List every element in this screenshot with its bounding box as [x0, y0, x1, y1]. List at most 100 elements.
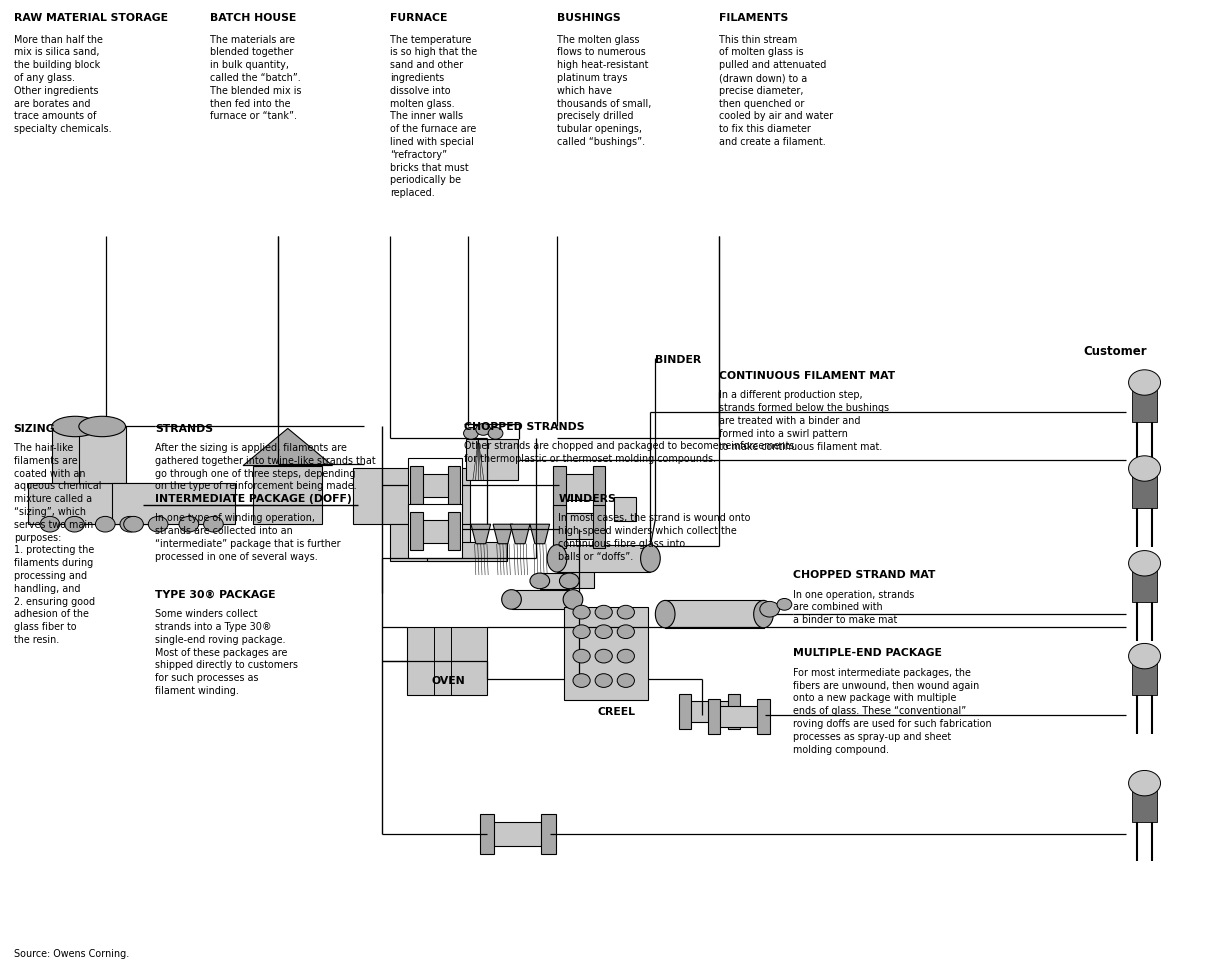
- Bar: [540, 573, 569, 589]
- Circle shape: [573, 606, 590, 619]
- Circle shape: [476, 423, 490, 435]
- Bar: [541, 814, 556, 854]
- Bar: [408, 504, 462, 559]
- Bar: [1132, 387, 1157, 421]
- Circle shape: [1129, 770, 1161, 796]
- Text: RAW MATERIAL STORAGE: RAW MATERIAL STORAGE: [14, 13, 168, 24]
- Text: The molten glass
flows to numerous
high heat-resistant
platinum trays
which have: The molten glass flows to numerous high …: [557, 34, 652, 147]
- Circle shape: [595, 625, 612, 639]
- Text: In one type of winding operation,
strands are collected into an
“intermediate” p: In one type of winding operation, strand…: [155, 514, 341, 562]
- Bar: [112, 483, 235, 524]
- Text: BINDER: BINDER: [655, 355, 701, 366]
- Bar: [479, 814, 494, 854]
- Text: BUSHINGS: BUSHINGS: [557, 13, 621, 24]
- Ellipse shape: [547, 545, 567, 572]
- Bar: [254, 466, 323, 524]
- Circle shape: [573, 673, 590, 687]
- Text: CHOPPED STRAND MAT: CHOPPED STRAND MAT: [793, 570, 935, 580]
- Circle shape: [595, 650, 612, 662]
- Circle shape: [120, 516, 139, 532]
- Bar: [553, 505, 565, 548]
- Bar: [758, 699, 770, 734]
- Circle shape: [595, 673, 612, 687]
- Text: STRANDS: STRANDS: [155, 423, 213, 433]
- Polygon shape: [243, 428, 333, 466]
- Bar: [679, 694, 691, 729]
- Bar: [685, 702, 734, 722]
- Bar: [614, 497, 636, 521]
- Bar: [593, 505, 605, 548]
- Ellipse shape: [655, 601, 675, 628]
- Text: WINDERS: WINDERS: [558, 494, 616, 504]
- Text: CONTINUOUS FILAMENT MAT: CONTINUOUS FILAMENT MAT: [719, 370, 896, 381]
- Bar: [1132, 662, 1157, 695]
- Ellipse shape: [563, 590, 583, 610]
- Circle shape: [123, 516, 143, 532]
- Text: The materials are
blended together
in bulk quantity,
called the “batch”.
The ble: The materials are blended together in bu…: [211, 34, 302, 122]
- Circle shape: [95, 516, 115, 532]
- Ellipse shape: [641, 545, 660, 572]
- Circle shape: [488, 427, 503, 439]
- Bar: [487, 822, 548, 846]
- Text: In most cases, the strand is wound onto
high-speed winders which collect the
con: In most cases, the strand is wound onto …: [558, 514, 750, 562]
- Text: BATCH HOUSE: BATCH HOUSE: [211, 13, 297, 24]
- Circle shape: [1129, 551, 1161, 576]
- Polygon shape: [493, 524, 513, 544]
- Text: OVEN: OVEN: [431, 675, 466, 686]
- Circle shape: [777, 599, 792, 611]
- Circle shape: [595, 606, 612, 619]
- Circle shape: [1129, 456, 1161, 481]
- Bar: [448, 466, 461, 505]
- Bar: [559, 514, 599, 539]
- Bar: [466, 439, 517, 480]
- Text: The temperature
is so high that the
sand and other
ingredients
dissolve into
mol: The temperature is so high that the sand…: [389, 34, 477, 198]
- Bar: [410, 466, 423, 505]
- Text: TYPE 30® PACKAGE: TYPE 30® PACKAGE: [155, 590, 276, 600]
- Text: In one operation, strands
are combined with
a binder to make mat: In one operation, strands are combined w…: [793, 590, 914, 625]
- Bar: [1132, 568, 1157, 603]
- Bar: [553, 466, 565, 509]
- Text: Customer: Customer: [1083, 345, 1147, 359]
- Bar: [448, 512, 461, 550]
- Text: INTERMEDIATE PACKAGE (DOFF): INTERMEDIATE PACKAGE (DOFF): [155, 494, 352, 504]
- Bar: [715, 707, 764, 727]
- Ellipse shape: [52, 416, 99, 437]
- Text: More than half the
mix is silica sand,
the building block
of any glass.
Other in: More than half the mix is silica sand, t…: [14, 34, 111, 134]
- Circle shape: [203, 516, 223, 532]
- Bar: [511, 590, 573, 610]
- Bar: [352, 467, 469, 524]
- Circle shape: [1129, 644, 1161, 668]
- Bar: [389, 524, 469, 562]
- Ellipse shape: [754, 601, 774, 628]
- Circle shape: [617, 606, 634, 619]
- Text: The hair-like
filaments are
coated with an
aqueous chemical
mixture called a
“si: The hair-like filaments are coated with …: [14, 443, 101, 645]
- Bar: [416, 519, 455, 543]
- Text: SIZING: SIZING: [14, 423, 55, 433]
- Bar: [557, 545, 650, 572]
- Bar: [407, 627, 487, 695]
- Ellipse shape: [79, 416, 126, 437]
- Circle shape: [760, 602, 780, 617]
- Text: Source: Owens Corning.: Source: Owens Corning.: [14, 950, 129, 959]
- Bar: [572, 570, 594, 588]
- Circle shape: [573, 625, 590, 639]
- Text: CHOPPED STRANDS: CHOPPED STRANDS: [463, 421, 584, 431]
- Bar: [1132, 473, 1157, 508]
- Bar: [708, 699, 721, 734]
- Circle shape: [148, 516, 168, 532]
- Text: Other strands are chopped and packaged to become reinforcements
for thermoplasti: Other strands are chopped and packaged t…: [463, 441, 793, 464]
- Circle shape: [65, 516, 84, 532]
- Bar: [408, 458, 462, 513]
- Ellipse shape: [559, 573, 579, 589]
- Circle shape: [41, 516, 60, 532]
- Circle shape: [617, 625, 634, 639]
- Bar: [559, 474, 599, 500]
- Bar: [416, 473, 455, 497]
- Text: FURNACE: FURNACE: [389, 13, 447, 24]
- Text: This thin stream
of molten glass is
pulled and attenuated
(drawn down) to a
prec: This thin stream of molten glass is pull…: [719, 34, 833, 147]
- Text: After the sizing is applied, filaments are
gathered together into twine-like str: After the sizing is applied, filaments a…: [155, 443, 376, 492]
- Bar: [52, 426, 99, 483]
- Polygon shape: [510, 524, 530, 544]
- Circle shape: [463, 427, 478, 439]
- Circle shape: [573, 650, 590, 662]
